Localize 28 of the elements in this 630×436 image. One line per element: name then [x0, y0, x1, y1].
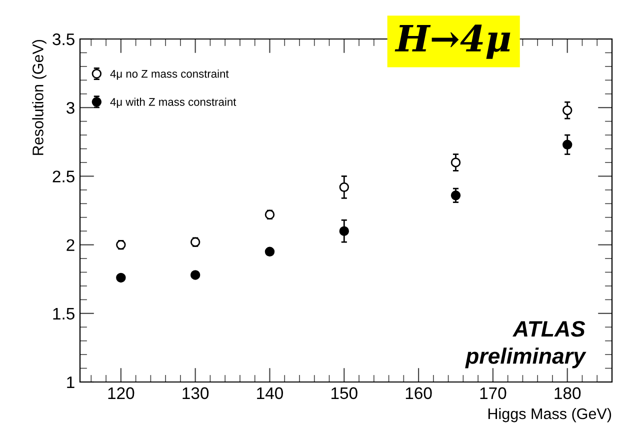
x-tick-label: 140: [257, 387, 283, 400]
point: [339, 182, 349, 192]
point: [562, 105, 572, 116]
x-tick-label: 130: [182, 387, 209, 400]
x-tick-label: 170: [480, 387, 506, 400]
y-axis-title: Resolution (GeV): [32, 40, 46, 155]
x-tick-label: 150: [332, 387, 358, 400]
y-tick-label: 1: [67, 376, 74, 388]
point: [562, 140, 572, 150]
point: [339, 226, 349, 236]
y-tick-label: 2.5: [52, 170, 74, 182]
x-tick-label: 160: [406, 387, 432, 400]
point: [450, 158, 461, 168]
point: [116, 272, 126, 283]
y-tick-label: 1.5: [53, 308, 74, 320]
chart-title: H→4μ: [394, 24, 510, 59]
x-tick-label: 180: [554, 387, 581, 400]
legend-label: 4μ with Z mass constraint: [110, 98, 236, 108]
y-tick-label: 2: [66, 239, 74, 251]
annotation: ATLAS preliminary: [465, 320, 586, 368]
point: [450, 190, 461, 200]
x-tick-label: 120: [108, 387, 134, 400]
point: [264, 246, 275, 257]
y-tick-label: 3: [66, 102, 74, 114]
y-tick-label: 3.5: [52, 33, 74, 46]
x-axis-title: Higgs Mass (GeV): [488, 408, 612, 422]
point: [190, 270, 200, 280]
legend-label: 4μ no Z mass constraint: [110, 70, 229, 80]
